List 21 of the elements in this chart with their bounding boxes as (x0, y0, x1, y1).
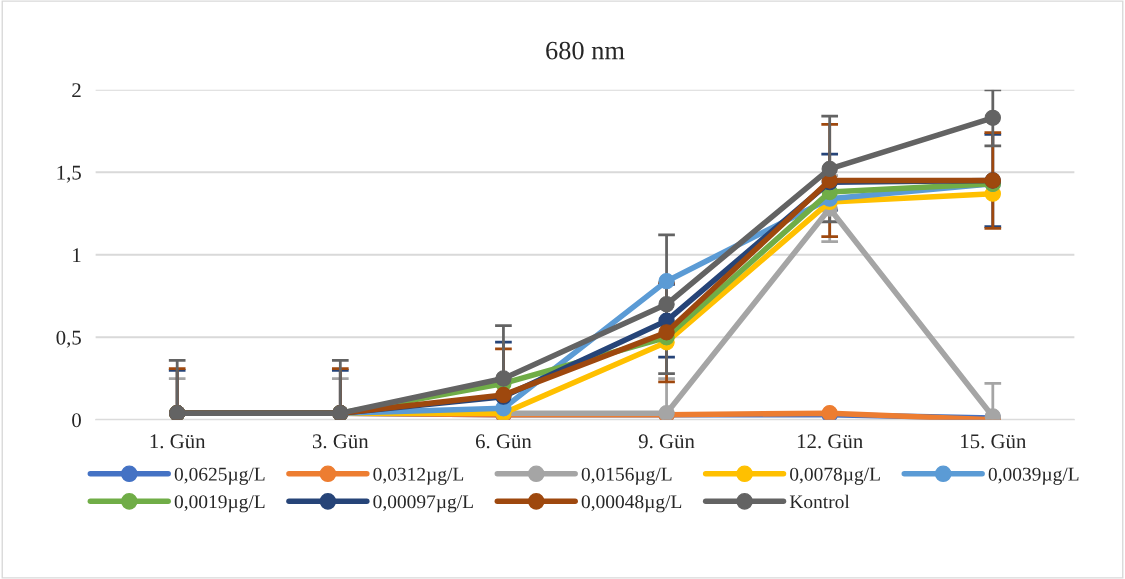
legend-label: 0,0312µg/L (373, 467, 464, 485)
y-tick-label: 2 (72, 83, 81, 97)
y-tick-label: 1 (73, 248, 81, 262)
legend-label: 0,0625µg/L (174, 467, 265, 485)
legend-label: 0,00048µg/L (581, 495, 682, 513)
legend-label: 0,0039µg/L (988, 467, 1079, 485)
legend-label: 0,0019µg/L (174, 495, 265, 513)
x-tick-label: 15. Gün (961, 434, 1027, 449)
x-tick-label: 9. Gün (638, 434, 695, 449)
y-tick-label: 0 (72, 413, 81, 428)
legend-label: 0,0078µg/L (790, 467, 880, 485)
legend-label: 0,00097µg/L (373, 495, 473, 513)
x-tick-label: 1. Gün (150, 434, 206, 449)
x-tick-label: 3. Gün (312, 434, 369, 449)
legend-label: 0,0156µg/L (581, 467, 672, 485)
y-tick-label: 0,5 (56, 330, 81, 348)
x-tick-label: 12. Gün (797, 434, 863, 449)
x-tick-label: 6. Gün (475, 434, 532, 449)
y-tick-label: 1,5 (57, 165, 81, 183)
legend-label: Kontrol (789, 494, 850, 509)
chart-title: 680 nm (546, 41, 625, 60)
